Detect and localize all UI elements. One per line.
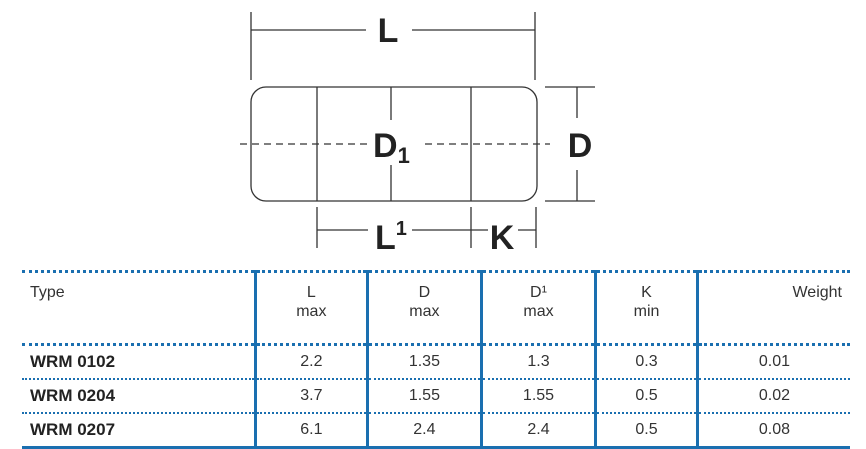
cell: 2.4: [479, 413, 596, 449]
cell: 6.1: [253, 413, 368, 449]
label-L1: L1: [375, 218, 407, 257]
header-type: Type: [22, 270, 256, 346]
table-row: WRM 0207 6.1 2.4 2.4 0.5 0.08: [22, 413, 850, 449]
label-K: K: [490, 219, 515, 257]
cell: 0.5: [594, 413, 698, 449]
cell: 0.3: [594, 344, 698, 380]
cell: 1.3: [479, 344, 596, 380]
resistor-dimension-diagram: L D1 D L1 K: [240, 12, 595, 257]
cell: 0.01: [695, 344, 850, 380]
table-row: WRM 0102 2.2 1.35 1.3 0.3 0.01: [22, 344, 850, 380]
label-L: L: [378, 12, 399, 50]
cell: 0.08: [695, 413, 850, 449]
cell: 0.5: [594, 379, 698, 414]
cell: 1.55: [479, 379, 596, 414]
label-D1: D1: [373, 127, 410, 168]
cell-type: WRM 0204: [22, 379, 256, 414]
label-D: D: [568, 127, 593, 165]
cell: 1.55: [365, 379, 482, 414]
cell: 2.2: [253, 344, 368, 380]
cell: 0.02: [695, 379, 850, 414]
cell-type: WRM 0102: [22, 344, 256, 380]
header-d1: D¹ max: [479, 270, 596, 346]
cell: 3.7: [253, 379, 368, 414]
cell-type: WRM 0207: [22, 413, 256, 449]
cell: 2.4: [365, 413, 482, 449]
header-weight: Weight: [695, 270, 850, 346]
cell: 1.35: [365, 344, 482, 380]
table-row: WRM 0204 3.7 1.55 1.55 0.5 0.02: [22, 379, 850, 414]
